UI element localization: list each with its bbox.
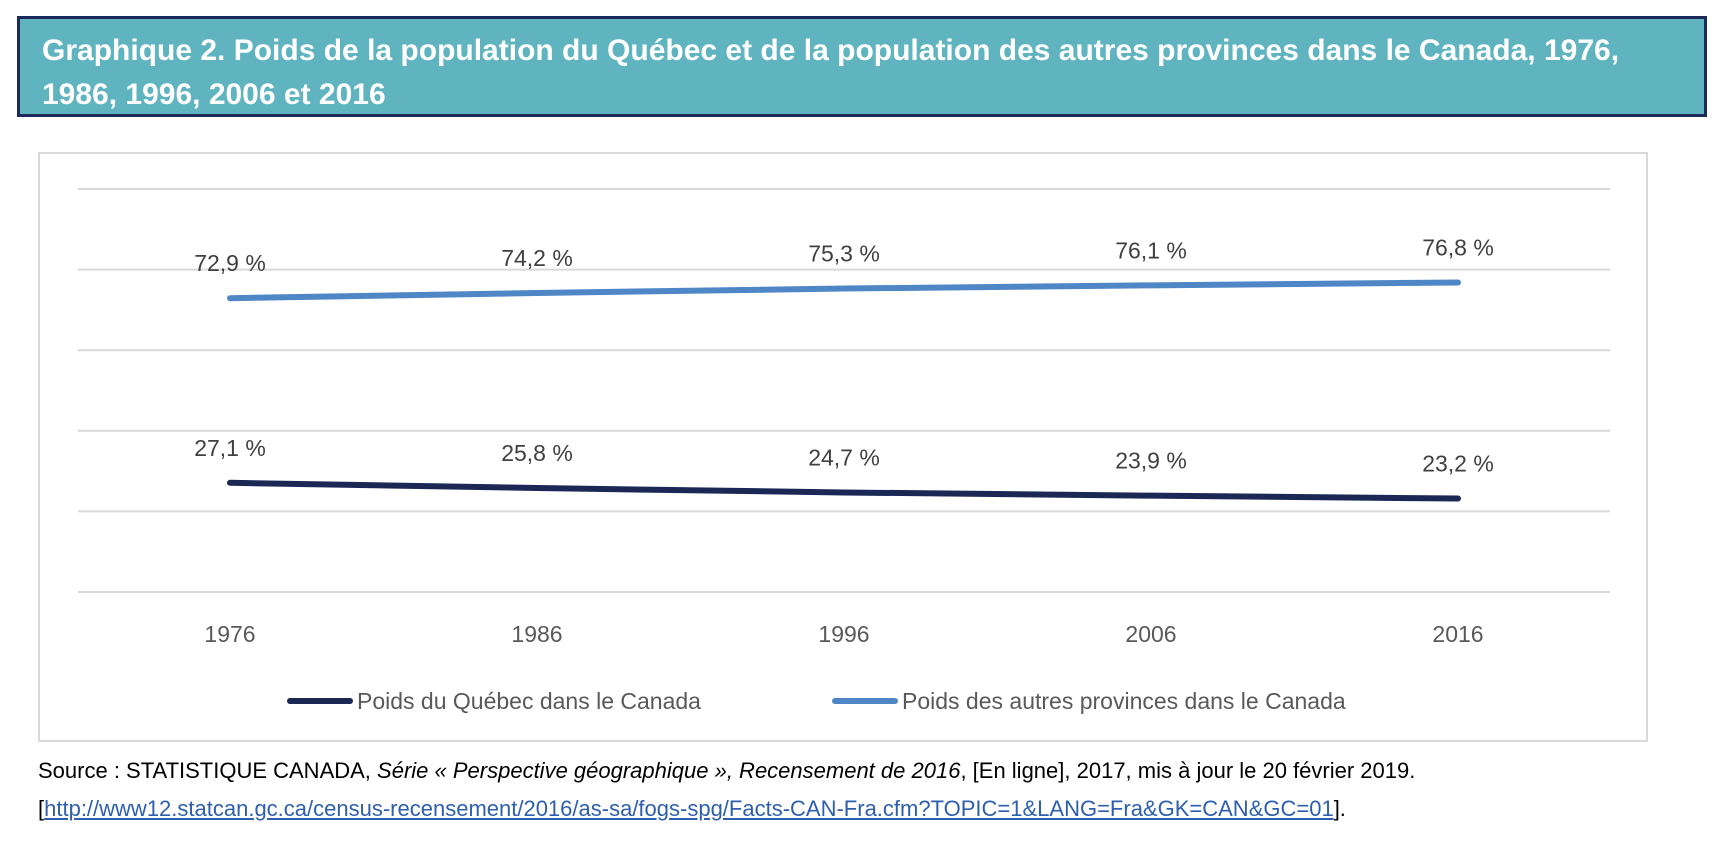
data-label: 25,8 % [501,440,573,466]
x-tick-label: 1976 [204,621,255,647]
x-tick-label: 2016 [1432,621,1483,647]
data-label: 72,9 % [194,250,266,276]
source-prefix: Source : STATISTIQUE CANADA, [38,758,378,783]
data-label: 76,1 % [1115,237,1187,263]
source-bracket-close: ]. [1333,796,1346,821]
series-line-2 [227,279,1461,302]
x-tick-label: 1986 [511,621,562,647]
gridlines [78,188,1610,593]
data-label: 75,3 % [808,241,880,267]
source-bracket-open: [ [38,796,45,821]
line-chart: 27,1 % 25,8 % 24,7 % 23,9 % 23,2 % 72,9 % 74,2… [78,188,1610,714]
source-link[interactable]: http://www12.statcan.gc.ca/census-recens… [44,796,1334,821]
legend-label-2: Poids des autres provinces dans le Canad… [902,688,1346,714]
data-label: 24,7 % [808,444,880,470]
source-title: Série « Perspective géographique », Rece… [377,758,961,783]
data-label: 23,2 % [1422,451,1494,477]
x-tick-label: 1996 [818,621,869,647]
data-label: 74,2 % [501,245,573,271]
source-note: Source : STATISTIQUE CANADA, Série « Per… [38,752,1698,828]
data-labels: 27,1 % 25,8 % 24,7 % 23,9 % 23,2 % 72,9 % 74,2… [194,234,1494,476]
x-tick-label: 2006 [1125,621,1176,647]
chart-frame: 27,1 % 25,8 % 24,7 % 23,9 % 23,2 % 72,9 % 74,2… [38,152,1648,742]
data-label: 76,8 % [1422,234,1494,260]
source-suffix: , [En ligne], 2017, mis à jour le 20 fév… [960,758,1416,783]
x-axis-tick-labels: 1976 1986 1996 2006 2016 [204,621,1483,647]
chart-title: Graphique 2. Poids de la population du Q… [17,16,1707,117]
legend-label-1: Poids du Québec dans le Canada [357,688,701,714]
data-label: 27,1 % [194,435,266,461]
data-label: 23,9 % [1115,448,1187,474]
series-line-1 [227,479,1461,502]
series-lines [227,279,1461,502]
legend: Poids du Québec dans le Canada Poids des … [287,688,1346,714]
